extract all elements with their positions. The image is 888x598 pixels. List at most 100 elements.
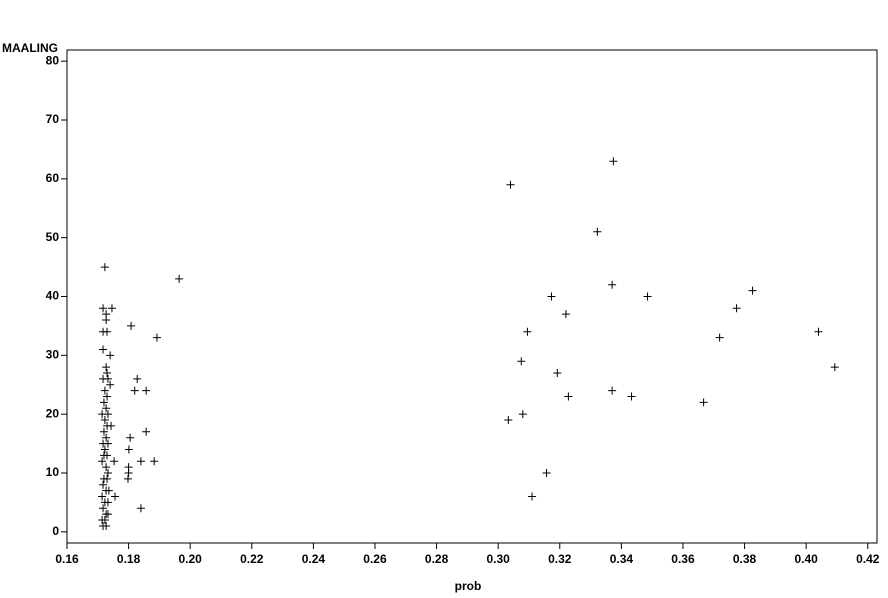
point: [608, 386, 617, 395]
point: [103, 468, 112, 477]
point: [99, 480, 108, 489]
point: [124, 445, 133, 454]
point: [103, 374, 112, 383]
y-tick-label: 20: [46, 406, 60, 420]
y-axis-label: MAALING: [2, 41, 58, 55]
point: [517, 357, 526, 366]
point: [542, 468, 551, 477]
x-tick-label: 0.36: [671, 552, 695, 566]
y-tick-label: 30: [46, 348, 60, 362]
x-tick-label: 0.38: [733, 552, 757, 566]
point: [106, 351, 115, 360]
point: [103, 327, 112, 336]
point: [608, 280, 617, 289]
point: [814, 327, 823, 336]
x-tick-label: 0.18: [117, 552, 141, 566]
point: [609, 157, 618, 166]
y-tick-label: 10: [46, 465, 60, 479]
point: [133, 374, 142, 383]
y-tick-label: 40: [46, 289, 60, 303]
point: [518, 410, 527, 419]
point: [107, 304, 116, 313]
point: [130, 386, 139, 395]
point: [100, 263, 109, 272]
point: [127, 321, 136, 330]
point: [103, 421, 112, 430]
point: [102, 404, 111, 413]
point: [643, 292, 652, 301]
point: [136, 504, 145, 513]
point: [506, 180, 515, 189]
point: [593, 227, 602, 236]
point: [106, 380, 115, 389]
point: [699, 398, 708, 407]
point: [102, 463, 111, 472]
point: [103, 392, 112, 401]
x-tick-label: 0.32: [548, 552, 572, 566]
point: [504, 416, 513, 425]
point: [124, 468, 133, 477]
x-tick-label: 0.28: [425, 552, 449, 566]
point: [102, 363, 111, 372]
point: [523, 327, 532, 336]
x-tick-label: 0.34: [610, 552, 634, 566]
x-tick-label: 0.24: [302, 552, 326, 566]
plot-frame: [66, 49, 878, 544]
point: [100, 445, 109, 454]
point: [98, 492, 107, 501]
point: [100, 386, 109, 395]
point: [102, 433, 111, 442]
x-tick-label: 0.26: [363, 552, 387, 566]
x-tick-label: 0.16: [55, 552, 79, 566]
point: [99, 304, 108, 313]
point: [152, 333, 161, 342]
point: [99, 427, 108, 436]
x-tick-label: 0.40: [794, 552, 818, 566]
point: [528, 492, 537, 501]
point: [150, 457, 159, 466]
point: [547, 292, 556, 301]
point: [103, 410, 112, 419]
point: [561, 310, 570, 319]
point: [136, 457, 145, 466]
y-tick-label: 0: [52, 524, 59, 538]
point: [110, 457, 119, 466]
y-tick-label: 70: [46, 112, 60, 126]
y-tick-label: 50: [46, 230, 60, 244]
point: [103, 451, 112, 460]
point: [627, 392, 636, 401]
point: [99, 504, 108, 513]
point: [104, 486, 113, 495]
point: [103, 498, 112, 507]
point: [126, 433, 135, 442]
x-tick-label: 0.30: [486, 552, 510, 566]
point: [564, 392, 573, 401]
x-tick-label: 0.20: [179, 552, 203, 566]
point: [99, 345, 108, 354]
point: [111, 492, 120, 501]
point: [103, 474, 112, 483]
point: [100, 416, 109, 425]
point: [142, 386, 151, 395]
point: [100, 516, 109, 525]
point: [98, 457, 107, 466]
point: [123, 474, 132, 483]
y-tick-label: 60: [46, 171, 60, 185]
x-tick-label: 0.42: [856, 552, 880, 566]
point: [103, 439, 112, 448]
point: [102, 521, 111, 530]
point: [553, 368, 562, 377]
x-axis-label: prob: [455, 579, 482, 593]
point: [748, 286, 757, 295]
point: [715, 333, 724, 342]
x-tick-label: 0.22: [240, 552, 264, 566]
point: [732, 304, 741, 313]
point: [175, 274, 184, 283]
y-tick-label: 80: [46, 53, 60, 67]
point: [103, 368, 112, 377]
point: [142, 427, 151, 436]
point: [99, 398, 108, 407]
point: [102, 510, 111, 519]
point: [830, 363, 839, 372]
